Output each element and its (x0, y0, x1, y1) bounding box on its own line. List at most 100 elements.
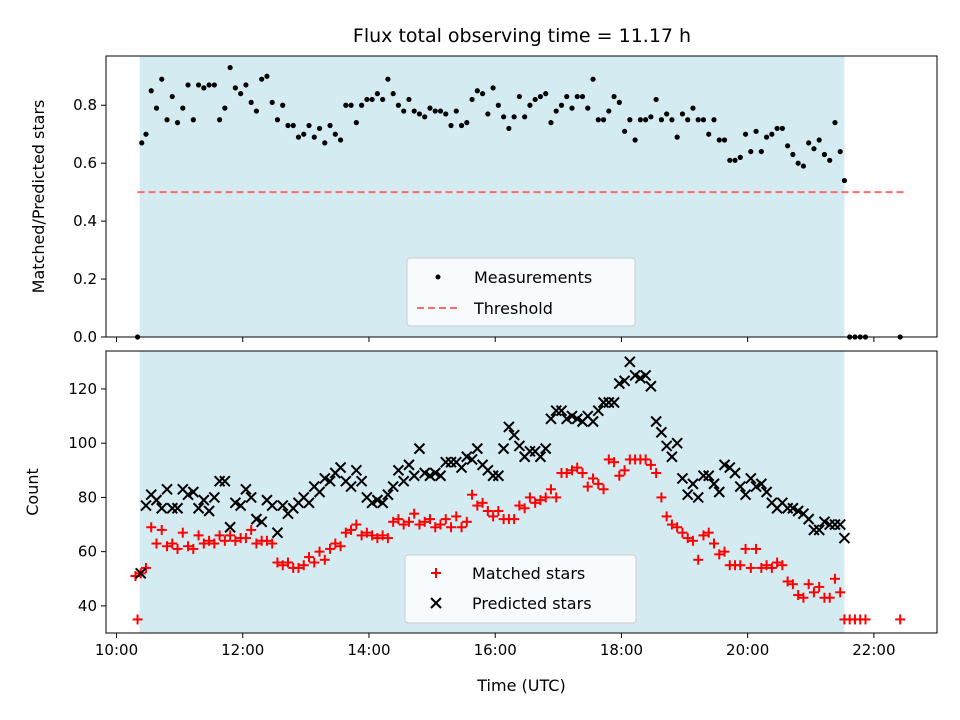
measurement-point (785, 143, 791, 149)
measurement-point (316, 125, 323, 132)
measurement-point (795, 160, 801, 166)
predicted-stars-point (156, 502, 168, 514)
predicted-stars-point (539, 442, 552, 455)
cross-bar (245, 491, 257, 504)
matched-stars-point (140, 562, 151, 573)
cross-bar (466, 453, 478, 466)
matched-stars-point (172, 543, 183, 554)
matched-stars-point (756, 562, 767, 573)
matched-stars-point (603, 454, 614, 465)
cross-bar (150, 494, 163, 506)
matched-stars-point (304, 552, 315, 563)
y-tick-label: 100 (68, 434, 97, 452)
measurement-point (311, 134, 317, 140)
predicted-stars-point (203, 505, 215, 517)
y-tick-label: 0.0 (73, 328, 97, 346)
measurement-point (616, 99, 622, 105)
ratio-panel: 0.00.20.40.60.8 Matched/Predicted stars … (29, 55, 938, 346)
measurement-point (653, 96, 659, 103)
matched-stars-point (651, 468, 662, 479)
predicted-stars-point (324, 475, 336, 487)
measurement-point (679, 111, 686, 117)
cross-bar (513, 440, 526, 452)
cross-bar (355, 475, 368, 487)
matched-stars-point (509, 514, 520, 525)
matched-stars-point (335, 541, 346, 552)
cross-bar (724, 461, 736, 474)
cross-bar (534, 451, 547, 463)
cross-bar (135, 567, 147, 580)
matched-stars-point (388, 516, 399, 527)
measurement-point (295, 134, 302, 140)
matched-stars-point (419, 516, 430, 527)
cross-bar (497, 442, 510, 455)
predicted-stars-point (240, 483, 252, 495)
ratio-y-axis-label: Matched/Predicted stars (29, 100, 48, 294)
cross-bar (787, 502, 799, 514)
matched-stars-point (482, 505, 493, 516)
predicted-stars-point (813, 524, 825, 536)
matched-stars-point (614, 470, 625, 481)
measurement-point (432, 108, 438, 114)
matched-stars-point (860, 614, 871, 625)
matched-stars-point (251, 538, 262, 549)
matched-stars-legend-label: Matched stars (472, 564, 585, 583)
count-y-ticks: 40 60 80 100 120 (68, 380, 106, 615)
matched-stars-point (430, 522, 441, 533)
cross-bar (650, 415, 662, 428)
matched-stars-point (703, 527, 714, 538)
predicted-stars-legend-label: Predicted stars (472, 594, 592, 613)
predicted-stars-point (397, 475, 410, 487)
matched-stars-point (735, 560, 746, 571)
cross-bar (229, 497, 242, 509)
cross-bar (655, 426, 668, 439)
count-panel: 10:00 12:00 14:00 16:00 18:00 20:00 22:00 40 60… (23, 350, 938, 695)
cross-bar (645, 380, 657, 392)
measurement-point (800, 163, 807, 169)
cross-bar (266, 499, 278, 512)
matched-stars-point (895, 614, 906, 625)
measurement-point (201, 85, 207, 91)
predicted-stars-point (245, 491, 257, 504)
measurement-point (211, 82, 217, 88)
measurement-point (611, 93, 617, 100)
measurement-point (327, 122, 333, 129)
y-tick-label: 60 (78, 543, 97, 561)
predicted-stars-point (666, 451, 678, 463)
cross-bar (277, 499, 289, 512)
cross-bar (745, 472, 757, 485)
cross-bar (676, 472, 689, 485)
measurement-point (621, 128, 628, 134)
cross-bar (271, 526, 284, 539)
matched-stars-point (808, 587, 819, 598)
matched-stars-point (346, 524, 357, 535)
matched-stars-point (530, 497, 541, 508)
matched-stars-point (740, 543, 751, 554)
cross-bar (177, 483, 189, 495)
predicted-stars-point (655, 426, 668, 439)
predicted-stars-point (492, 470, 505, 482)
measurement-point (821, 151, 828, 158)
cross-bar (639, 369, 652, 382)
measurement-point (595, 117, 601, 123)
measurement-point (264, 73, 270, 79)
cross-bar (766, 497, 778, 509)
cross-bar (718, 459, 731, 471)
cross-bar (361, 491, 373, 504)
matched-stars-point (598, 484, 609, 495)
cross-bar (376, 497, 389, 509)
cross-bar (660, 440, 673, 452)
matched-stars-point (193, 530, 204, 541)
measurement-point (706, 131, 712, 137)
matched-stars-point (403, 516, 414, 527)
measurement-point (206, 82, 212, 88)
measurement-point (753, 128, 759, 134)
x-tick-label: 16:00 (474, 641, 517, 659)
matched-stars-point (167, 538, 178, 549)
measurement-point (632, 137, 638, 143)
y-tick-label: 0.4 (73, 212, 97, 230)
cross-bar (471, 442, 484, 455)
measurement-point (359, 102, 365, 108)
measurement-point (390, 91, 396, 97)
cross-bar (681, 489, 694, 501)
